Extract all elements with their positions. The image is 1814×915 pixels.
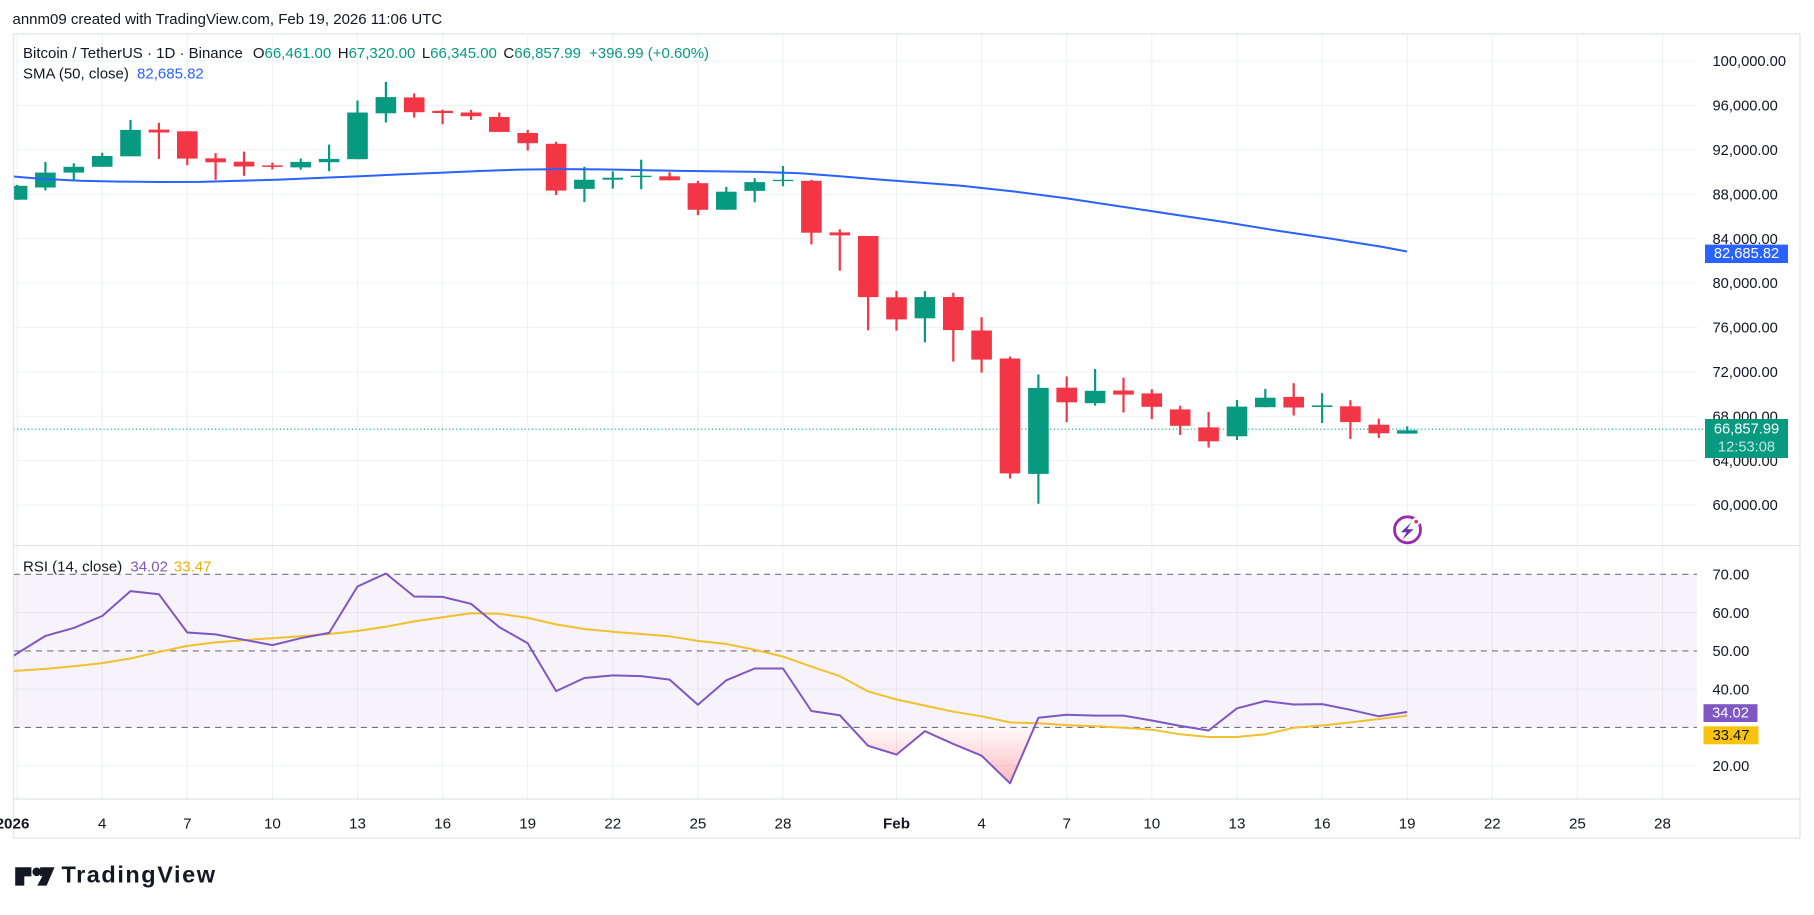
svg-text:84,000.00: 84,000.00 — [1713, 232, 1778, 248]
svg-text:50.00: 50.00 — [1713, 644, 1750, 660]
svg-text:22: 22 — [1484, 816, 1501, 833]
svg-text:4: 4 — [977, 816, 985, 833]
svg-text:7: 7 — [1062, 816, 1070, 833]
svg-text:72,000.00: 72,000.00 — [1713, 365, 1778, 381]
svg-text:SMA (50, close) 82,685.82: SMA (50, close) 82,685.82 — [23, 66, 204, 83]
svg-text:13: 13 — [349, 816, 366, 833]
svg-text:25: 25 — [689, 816, 706, 833]
svg-text:100,000.00: 100,000.00 — [1713, 54, 1787, 70]
svg-text:16: 16 — [1314, 816, 1331, 833]
svg-text:92,000.00: 92,000.00 — [1713, 143, 1778, 159]
svg-text:28: 28 — [1654, 816, 1671, 833]
svg-text:28: 28 — [775, 816, 792, 833]
svg-text:25: 25 — [1569, 816, 1586, 833]
svg-text:80,000.00: 80,000.00 — [1713, 276, 1778, 292]
svg-text:13: 13 — [1229, 816, 1246, 833]
svg-text:TradingView: TradingView — [62, 862, 217, 888]
svg-text:70.00: 70.00 — [1713, 568, 1750, 584]
svg-text:Feb: Feb — [883, 816, 910, 833]
svg-text:60,000.00: 60,000.00 — [1713, 498, 1778, 514]
svg-text:76,000.00: 76,000.00 — [1713, 321, 1778, 337]
svg-text:19: 19 — [1399, 816, 1416, 833]
svg-text:2026: 2026 — [0, 816, 29, 833]
svg-text:19: 19 — [519, 816, 536, 833]
svg-text:66,857.99: 66,857.99 — [1714, 422, 1779, 438]
svg-text:82,685.82: 82,685.82 — [1714, 246, 1779, 262]
svg-text:10: 10 — [264, 816, 281, 833]
svg-text:60.00: 60.00 — [1713, 606, 1750, 622]
svg-text:Bitcoin / TetherUS · 1D · Bina: Bitcoin / TetherUS · 1D · Binance O66,461… — [23, 45, 709, 62]
svg-text:7: 7 — [183, 816, 191, 833]
svg-text:22: 22 — [604, 816, 621, 833]
svg-text:20.00: 20.00 — [1713, 759, 1750, 775]
svg-text:16: 16 — [434, 816, 451, 833]
svg-text:34.02: 34.02 — [1712, 706, 1749, 722]
svg-text:12:53:08: 12:53:08 — [1718, 440, 1775, 456]
svg-text:96,000.00: 96,000.00 — [1713, 99, 1778, 115]
svg-text:88,000.00: 88,000.00 — [1713, 187, 1778, 203]
svg-text:40.00: 40.00 — [1713, 682, 1750, 698]
svg-text:10: 10 — [1143, 816, 1160, 833]
svg-text:annm09 created with TradingVie: annm09 created with TradingView.com, Feb… — [13, 11, 443, 28]
svg-text:33.47: 33.47 — [1713, 728, 1750, 744]
svg-text:4: 4 — [98, 816, 106, 833]
